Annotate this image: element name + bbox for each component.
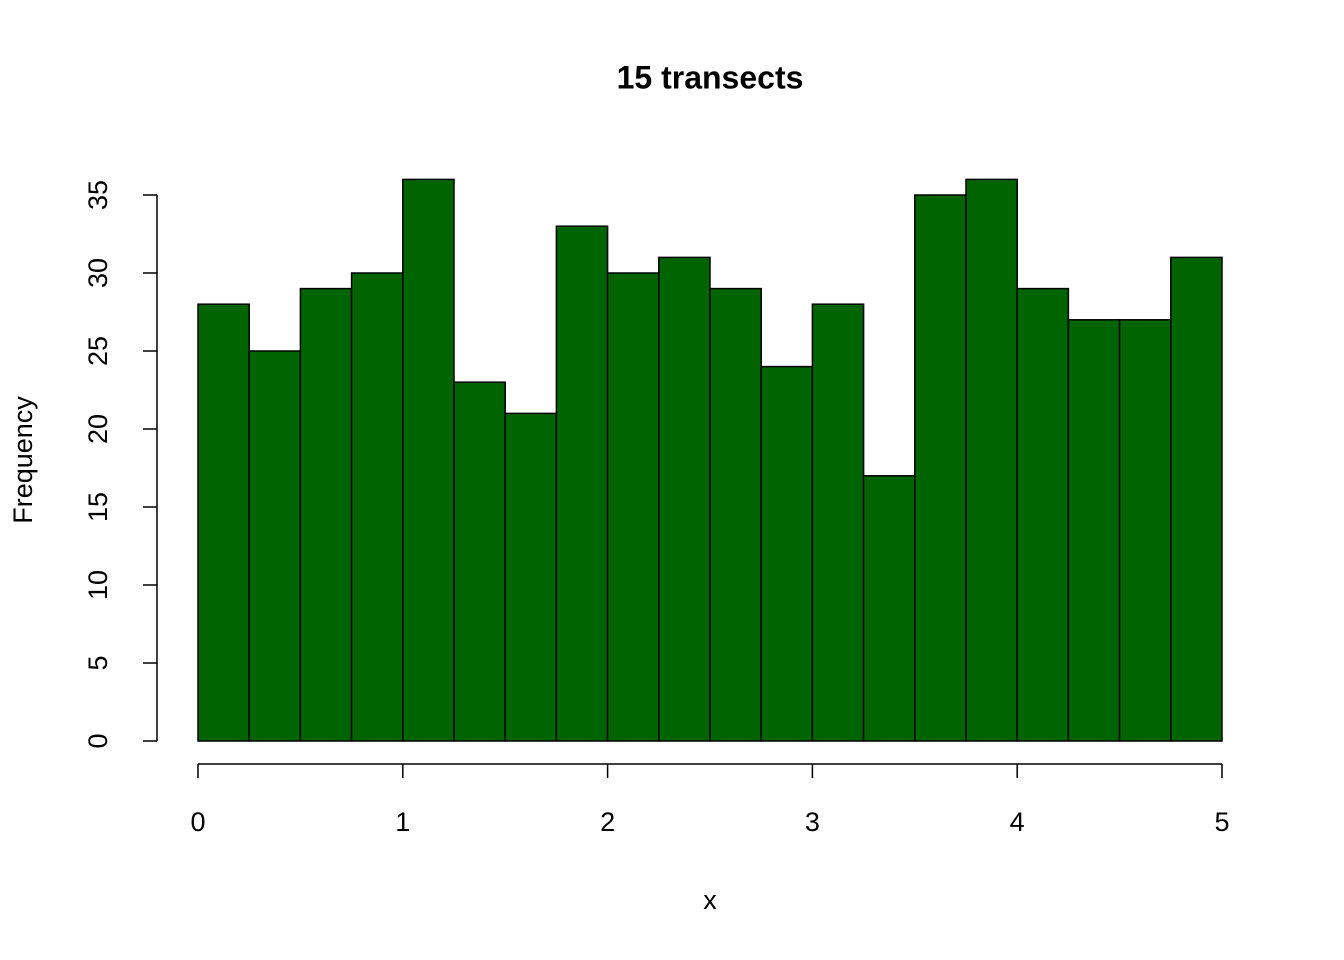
x-tick-label: 4 [1010, 807, 1025, 837]
bar [914, 194, 967, 742]
bar [811, 303, 865, 742]
y-tick-label: 0 [83, 733, 113, 748]
y-tick-label: 35 [83, 180, 113, 210]
bar [504, 412, 558, 742]
x-axis-label: x [703, 885, 717, 915]
y-tick-label: 25 [83, 336, 113, 366]
bar [760, 365, 814, 742]
y-tick-label: 30 [83, 258, 113, 288]
bar [658, 256, 711, 742]
x-tick-label: 3 [805, 807, 820, 837]
y-tick-label: 20 [83, 414, 113, 444]
bar [402, 178, 455, 742]
y-tick-label: 5 [83, 655, 113, 670]
bar [555, 225, 609, 742]
bar [248, 350, 302, 742]
x-tick-label: 5 [1214, 807, 1229, 837]
x-tick-label: 2 [600, 807, 615, 837]
x-tick-label: 0 [190, 807, 205, 837]
bar [1118, 319, 1172, 742]
bar [197, 303, 250, 742]
bar [1067, 319, 1121, 742]
bar [709, 287, 762, 742]
bar [965, 178, 1018, 742]
x-tick-label: 1 [395, 807, 410, 837]
bar [606, 272, 660, 742]
bar [862, 475, 916, 742]
y-tick-label: 10 [83, 570, 113, 600]
y-tick-label: 15 [83, 492, 113, 522]
bar [1170, 256, 1223, 742]
bar [453, 381, 506, 742]
chart-title: 15 transects [617, 59, 804, 95]
bar [299, 287, 353, 742]
bar [350, 272, 404, 742]
y-axis-label: Frequency [8, 396, 38, 524]
bar [1016, 287, 1070, 742]
